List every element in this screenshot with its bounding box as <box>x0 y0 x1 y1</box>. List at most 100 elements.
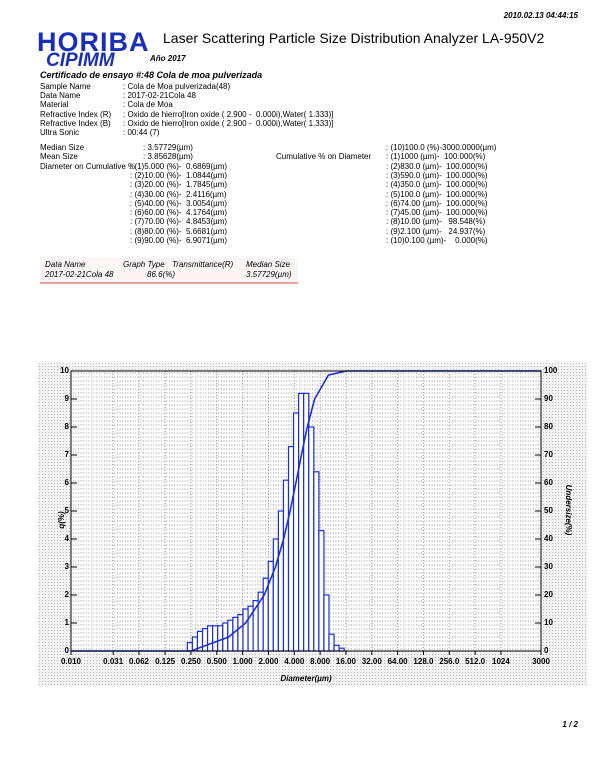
x-tick-label: 128.0 <box>413 657 434 666</box>
y2-tick-label: 60 <box>544 478 553 487</box>
bar <box>232 616 239 652</box>
cumulative-on-diameter: : (5)100.0 (µm)- 100.000(%) <box>386 189 488 199</box>
median-label: Median Size <box>40 143 85 152</box>
y-axis-label: q(%) <box>57 511 66 529</box>
mean-label: Mean Size <box>40 152 78 162</box>
x-tick-label: 0.010 <box>61 657 82 666</box>
y2-tick-label: 70 <box>544 450 553 459</box>
bar <box>328 633 335 652</box>
info-label: Refractive Index (B) <box>40 118 111 128</box>
bar <box>237 613 244 652</box>
x-tick-label: 0.250 <box>181 657 202 666</box>
info-value: : Oxido de hierro[Iron oxide ( 2.900 - 0… <box>123 109 334 119</box>
x-tick-label: 2.000 <box>258 657 279 666</box>
bar <box>323 594 330 652</box>
bar <box>287 446 295 652</box>
diameter-on-cumulative: : (9)90.00 (%)- 6.9071(µm) <box>130 236 228 245</box>
info-value: : Cola de Moa pulverizada(48) <box>123 82 231 91</box>
x-tick-label: 0.125 <box>155 657 176 666</box>
cumulative-on-diameter: : (10)100.0 (%)-3000.0000(µm) <box>386 143 497 152</box>
cumulative-on-diameter: : (9)2.100 (µm)- 24.937(%) <box>386 226 486 236</box>
bar <box>217 625 224 652</box>
x-axis-label: Diameter(µm) <box>280 674 332 683</box>
table-header: Transmittance(R) <box>172 260 234 269</box>
info-label: Refractive Index (R) <box>40 109 112 119</box>
mean-value: : 3.85628(µm) <box>143 152 193 162</box>
median-value: : 3.57729(µm) <box>143 143 193 152</box>
x-tick-label: 512.0 <box>465 657 486 666</box>
diameter-on-cumulative: : (6)60.00 (%)- 4.1764(µm) <box>130 208 228 218</box>
y-tick-label: 3 <box>65 562 70 571</box>
info-label: Sample Name <box>40 82 91 91</box>
bar <box>313 471 320 652</box>
bar <box>201 627 209 652</box>
diameter-on-cumulative: : (2)10.00 (%)- 1.0844(µm) <box>130 170 228 180</box>
y2-axis-label: Undersize(%) <box>564 485 573 536</box>
bar <box>333 644 340 652</box>
info-value: : 00:44 (7) <box>123 128 160 137</box>
cumulative-on-diameter: : (7)45.00 (µm)- 100.000(%) <box>386 208 488 218</box>
table-header: Median Size <box>246 260 291 269</box>
y-tick-label: 10 <box>60 366 69 375</box>
y-tick-label: 9 <box>65 394 70 403</box>
y2-tick-label: 90 <box>544 394 553 403</box>
x-tick-label: 0.500 <box>207 657 228 666</box>
y2-tick-label: 20 <box>544 590 553 599</box>
cumulative-on-diameter: : (10)0.100 (µm)- 0.000(%) <box>386 236 488 245</box>
bar <box>242 608 249 652</box>
bar <box>272 538 279 652</box>
info-value: : Cola de Moa <box>123 100 173 110</box>
x-tick-label: 32.00 <box>362 657 383 666</box>
diameter-on-cumulative: : (3)20.00 (%)- 1.7845(µm) <box>130 180 228 190</box>
bar <box>318 529 325 652</box>
info-label: Data Name <box>40 91 81 101</box>
y-tick-label: 0 <box>65 646 70 655</box>
y-tick-label: 6 <box>65 478 70 487</box>
table-cell: 86.6(%) <box>147 270 176 279</box>
cumulative-on-diameter: : (4)350.0 (µm)- 100.000(%) <box>386 180 488 190</box>
diameter-label: Diameter on Cumulative % <box>40 161 136 171</box>
info-value: : 2017-02-21Cola 48 <box>123 91 196 101</box>
plot-frame <box>70 370 542 652</box>
cumulative-on-diameter: : (1)1000 (µm)- 100.000(%) <box>386 152 486 162</box>
bar <box>277 510 285 652</box>
bar <box>308 426 315 652</box>
table-cell: 2017-02-21Cola 48 <box>45 270 114 279</box>
cumulative-label: Cumulative % on Diameter <box>276 152 372 162</box>
diameter-on-cumulative: : (4)30.00 (%)- 2.4116(µm) <box>130 189 227 199</box>
summary-table: Data Name Graph Type Transmittance(R) Me… <box>40 258 298 284</box>
y-tick-label: 4 <box>65 534 70 543</box>
y2-tick-label: 80 <box>544 422 553 431</box>
certificate: Certificado de ensayo #:48 Cola de moa p… <box>40 70 263 80</box>
x-tick-label: 16.00 <box>336 657 357 666</box>
table-header: Data Name <box>45 260 86 269</box>
bar <box>292 412 300 652</box>
x-tick-label: 3000 <box>532 657 550 666</box>
title: Laser Scattering Particle Size Distribut… <box>163 30 545 46</box>
bar <box>282 479 290 652</box>
timestamp: 2010.02.13 04:44:15 <box>503 11 578 20</box>
bar <box>212 625 219 652</box>
y2-tick-label: 0 <box>544 646 549 655</box>
y-tick-label: 2 <box>65 590 70 599</box>
table-header: Graph Type <box>123 260 165 269</box>
x-tick-label: 256.0 <box>439 657 460 666</box>
x-tick-label: 0.062 <box>129 657 150 666</box>
info-label: Ultra Sonic <box>40 128 80 137</box>
bar <box>206 625 214 652</box>
diameter-on-cumulative: : (1)5.000 (%)- 0.6869(µm) <box>130 161 228 171</box>
y2-tick-label: 100 <box>544 366 558 375</box>
info-value: : Oxido de hierro[Iron oxide ( 2.900 - 0… <box>123 118 334 128</box>
table-cell: 3.57729(µm) <box>246 270 292 279</box>
page-number: 1 / 2 <box>562 720 578 729</box>
y-tick-label: 5 <box>65 506 70 515</box>
diameter-on-cumulative: : (8)80.00 (%)- 5.6681(µm) <box>130 226 228 236</box>
y-tick-label: 7 <box>65 450 70 459</box>
x-tick-label: 8.000 <box>310 657 331 666</box>
logo: HORIBA <box>37 27 150 57</box>
y2-tick-label: 30 <box>544 562 553 571</box>
x-tick-label: 4.000 <box>284 657 305 666</box>
year: Año 2017 <box>150 54 186 63</box>
